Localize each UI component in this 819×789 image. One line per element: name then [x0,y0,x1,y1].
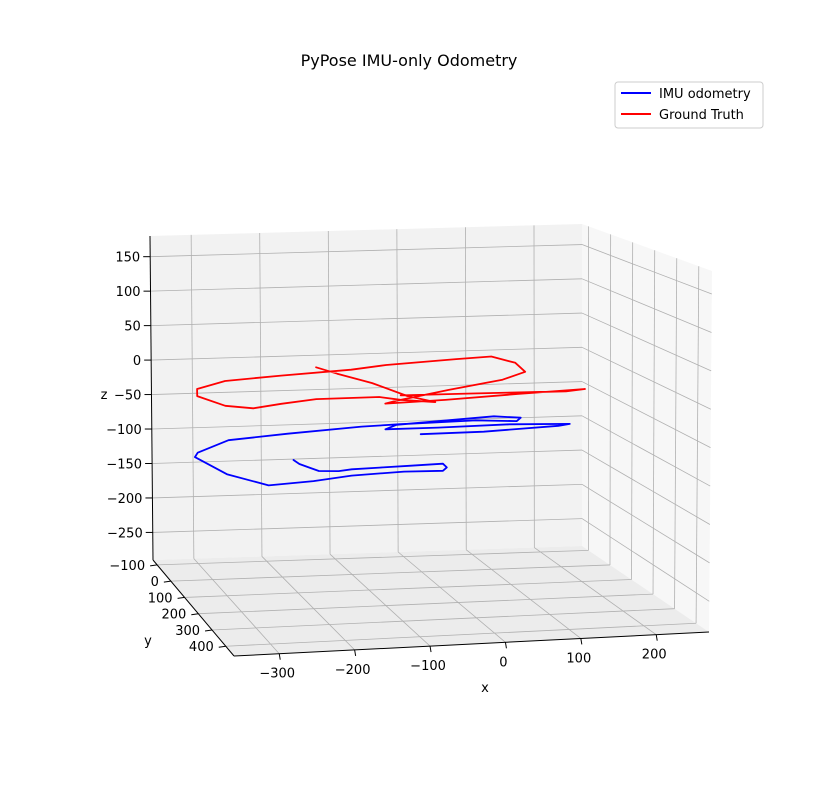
grid-z-back [152,518,583,533]
x-tick-label: −300 [259,667,295,682]
z-tick-label: 50 [124,320,141,335]
z-tick-label: −200 [107,492,143,507]
y-tick-label: 300 [175,624,200,639]
grid-y-side [695,266,700,624]
x-tick-mark [504,642,507,649]
x-tick-mark [354,649,357,656]
x-tick-label: −100 [410,659,446,674]
x-tick-label: 0 [499,655,507,670]
side-pane [582,224,712,632]
y-tick-mark [150,564,158,567]
x-tick-mark [278,653,281,660]
grid-lines [150,225,712,654]
y-tick-mark [204,629,213,632]
x-tick-mark [580,638,583,645]
grid-x-floor [261,556,355,651]
grid-x-floor [534,547,657,635]
x-tick-label: 100 [566,651,591,666]
grid-y-side [674,258,678,609]
grid-y-floor [212,608,675,631]
z-tick-label: −150 [106,457,142,472]
legend-label-imu: IMU odometry [659,87,751,102]
grid-z-side [581,312,712,372]
z-axis-label: z [101,388,108,403]
z-tick-label: −100 [106,423,142,438]
grid-z-back [151,346,583,361]
grid-z-back [152,483,583,499]
grid-z-side [581,278,712,333]
tick-labels: −300 −200 −100 0 100 200−10001002003004001501… [106,251,667,682]
grid-z-back [150,278,583,292]
grid-x-back [190,234,195,559]
grid-z-side [581,346,712,410]
grid-x-floor [465,549,582,639]
z-tick-label: 0 [133,354,141,369]
y-axis-line [152,559,235,657]
grid-y-floor [225,622,697,647]
grid-y-side [652,250,656,595]
x-tick-label: −200 [335,663,371,678]
y-tick-label: −100 [109,559,145,574]
back-pane [150,224,582,560]
grid-y-floor [198,593,654,615]
grid-x-back [259,232,263,557]
grid-z-back [152,449,583,464]
series-line-ground-truth [196,355,586,410]
grid-z-back [151,381,583,395]
z-tick-label: −250 [107,526,143,541]
grid-x-back [465,227,467,550]
grid-x-floor [193,558,280,654]
grid-z-side [581,483,710,564]
grid-x-back [327,231,331,555]
y-tick-mark [177,596,185,599]
grid-z-side [581,449,711,525]
grid-y-floor [184,579,632,598]
y-tick-label: 100 [148,591,173,606]
grid-y-floor [157,549,589,566]
z-tick-label: 100 [116,285,141,300]
x-tick-mark [655,634,658,641]
x-axis-line [233,631,710,657]
legend-frame [614,81,764,129]
plot-area [193,355,586,487]
series-line-imu-odometry [193,415,571,487]
y-tick-mark [163,580,171,583]
grid-x-back [396,229,399,553]
grid-z-back [150,312,583,327]
grid-z-back [150,244,583,258]
grid-y-side [609,234,612,565]
x-tick-mark [429,646,432,653]
y-tick-mark [218,645,226,648]
grid-y-floor [170,564,610,582]
grid-y-side [631,242,634,580]
z-tick-label: 150 [115,251,140,266]
y-tick-label: 400 [189,640,214,655]
grid-z-side [581,415,711,487]
grid-z-side [581,244,712,295]
y-tick-mark [191,613,199,616]
x-tick-label: 200 [642,648,667,663]
chart-title: PyPose IMU-only Odometry [301,51,518,70]
y-axis-label: y [144,634,152,649]
z-tick-label: −50 [114,389,141,404]
grid-z-side [581,381,711,449]
grid-x-floor [329,553,431,647]
legend: IMU odometry Ground Truth [614,81,764,129]
y-tick-label: 200 [161,608,186,623]
grid-x-floor [397,551,506,643]
grid-z-side [581,518,710,602]
x-axis-label: x [481,681,489,696]
y-tick-label: 0 [151,575,159,590]
z-axis-line [149,235,154,561]
legend-label-ground-truth: Ground Truth [659,108,744,123]
axis-lines [149,235,710,657]
